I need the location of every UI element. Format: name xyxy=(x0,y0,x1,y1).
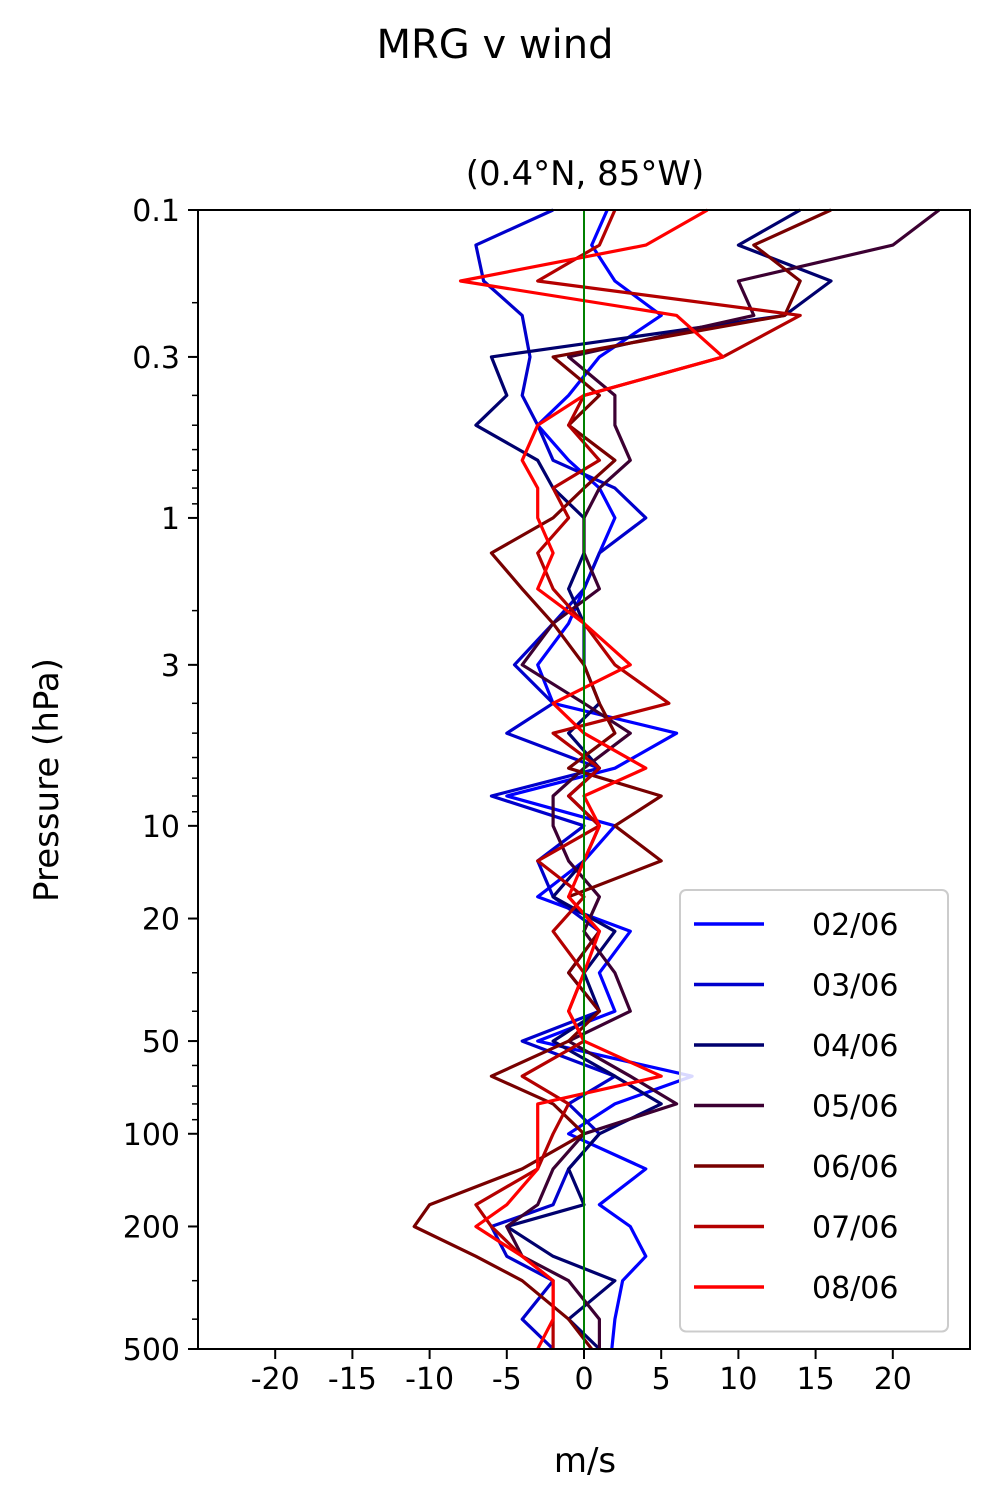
x-tick-label: 15 xyxy=(797,1362,835,1397)
series-line-06-06 xyxy=(412,208,832,1350)
y-tick-label: 10 xyxy=(142,810,180,845)
y-tick-label: 1 xyxy=(161,502,180,537)
y-axis-label: Pressure (hPa) xyxy=(27,658,67,902)
series-line-05-06 xyxy=(505,208,941,1349)
y-tick-label: 200 xyxy=(123,1210,180,1245)
legend-label: 02/06 xyxy=(812,908,898,943)
legend-label: 04/06 xyxy=(812,1029,898,1064)
x-tick-label: -10 xyxy=(405,1362,454,1397)
y-tick-label: 20 xyxy=(142,903,180,938)
x-tick-label: -15 xyxy=(328,1362,377,1397)
series-line-03-06 xyxy=(474,208,648,1351)
x-tick-group: -20 -15 -10 -5 0 5 10 15 20 xyxy=(251,1349,912,1397)
figure-title: MRG v wind xyxy=(376,22,614,68)
x-tick-label: 5 xyxy=(652,1362,671,1397)
y-tick-label: 0.3 xyxy=(132,341,180,376)
y-tick-label: 0.1 xyxy=(132,194,180,229)
legend-label: 08/06 xyxy=(812,1271,898,1306)
legend-label: 06/06 xyxy=(812,1150,898,1185)
axes-title: (0.4°N, 85°W) xyxy=(466,154,705,194)
x-axis-label: m/s xyxy=(554,1441,616,1481)
y-tick-label: 3 xyxy=(161,649,180,684)
x-tick-label: -20 xyxy=(251,1362,300,1397)
x-tick-label: -5 xyxy=(492,1362,522,1397)
y-tick-label: 50 xyxy=(142,1025,180,1060)
series-line-07-06 xyxy=(474,209,802,1349)
plot-frame xyxy=(197,209,971,1350)
legend-frame xyxy=(679,889,949,1333)
legend-label: 03/06 xyxy=(812,969,898,1004)
y-tick-label: 100 xyxy=(123,1118,180,1153)
x-tick-label: 20 xyxy=(874,1362,912,1397)
x-tick-label: 0 xyxy=(574,1362,593,1397)
legend: 02/06 03/06 04/06 05/06 06/06 07/06 08/06 xyxy=(679,889,949,1333)
legend-label: 05/06 xyxy=(812,1090,898,1125)
legend-label: 07/06 xyxy=(812,1211,898,1246)
series-line-02-06 xyxy=(505,209,694,1350)
y-tick-group: 0.1 0.3 1 3 10 20 50 100 200 500 xyxy=(123,194,198,1368)
x-tick-label: 10 xyxy=(719,1362,757,1397)
y-tick-label: 500 xyxy=(123,1333,180,1368)
